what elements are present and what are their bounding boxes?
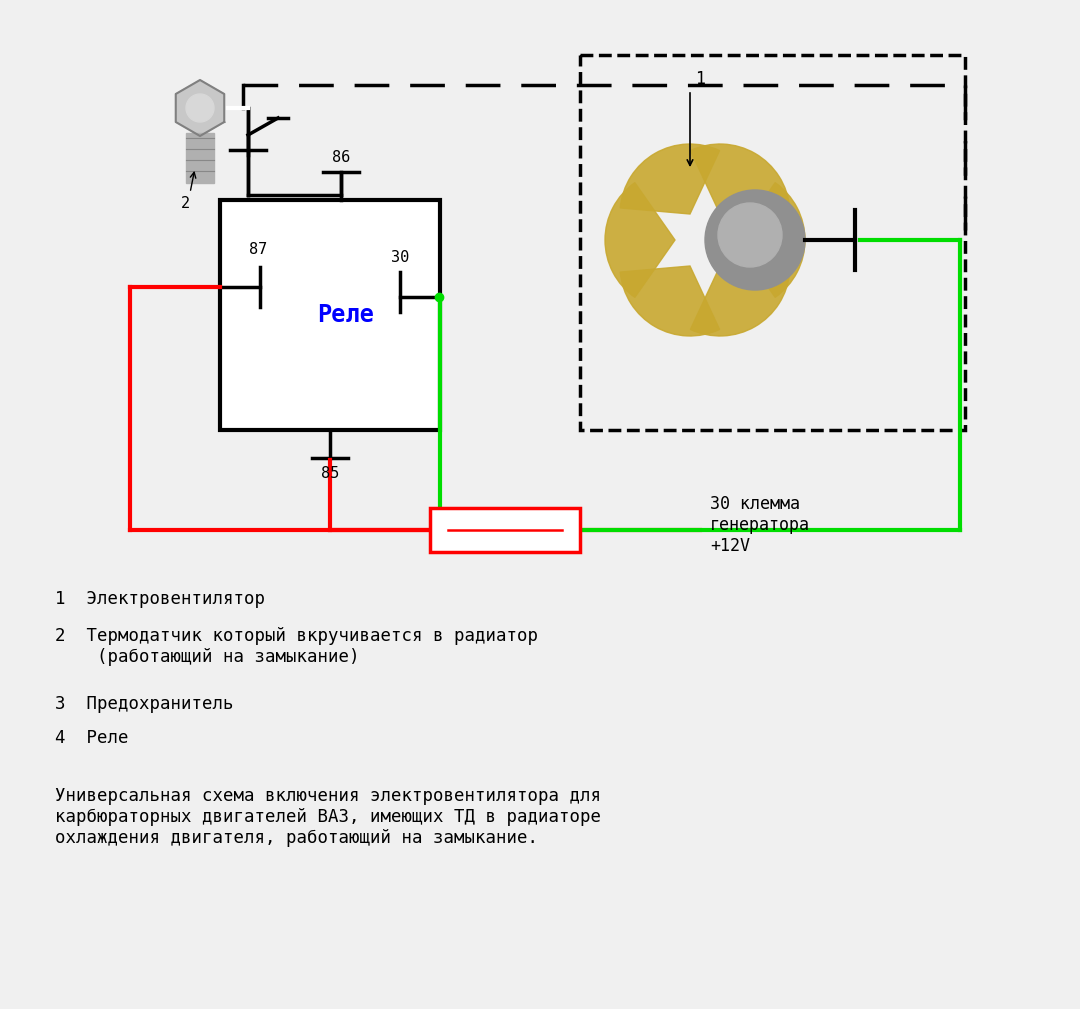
Circle shape bbox=[186, 94, 214, 122]
Text: 4  Реле: 4 Реле bbox=[55, 730, 129, 748]
Bar bbox=[580, 55, 966, 430]
Text: 86: 86 bbox=[332, 150, 350, 165]
Text: 85: 85 bbox=[321, 466, 339, 481]
Text: 1  Электровентилятор: 1 Электровентилятор bbox=[55, 590, 265, 608]
Wedge shape bbox=[605, 183, 675, 298]
Wedge shape bbox=[620, 266, 719, 336]
Text: 2  Термодатчик который вкручивается в радиатор
    (работающий на замыкание): 2 Термодатчик который вкручивается в рад… bbox=[55, 628, 538, 666]
Wedge shape bbox=[690, 144, 789, 214]
Bar bbox=[220, 200, 440, 430]
Text: 87: 87 bbox=[248, 241, 267, 256]
Wedge shape bbox=[735, 183, 805, 298]
Text: 30 клемма
генератора
+12V: 30 клемма генератора +12V bbox=[710, 495, 810, 555]
Wedge shape bbox=[690, 266, 789, 336]
Circle shape bbox=[705, 190, 805, 290]
Circle shape bbox=[718, 203, 782, 267]
Text: 1: 1 bbox=[696, 70, 705, 88]
Bar bbox=[186, 133, 214, 183]
Text: 30: 30 bbox=[391, 249, 409, 264]
Text: Универсальная схема включения электровентилятора для
карбюраторных двигателей ВА: Универсальная схема включения электровен… bbox=[55, 787, 600, 847]
Polygon shape bbox=[176, 80, 225, 136]
Wedge shape bbox=[620, 144, 719, 214]
Text: 2: 2 bbox=[180, 196, 190, 211]
Bar bbox=[430, 508, 580, 552]
Text: 3  Предохранитель: 3 Предохранитель bbox=[55, 695, 233, 713]
Text: Реле: Реле bbox=[316, 303, 374, 327]
